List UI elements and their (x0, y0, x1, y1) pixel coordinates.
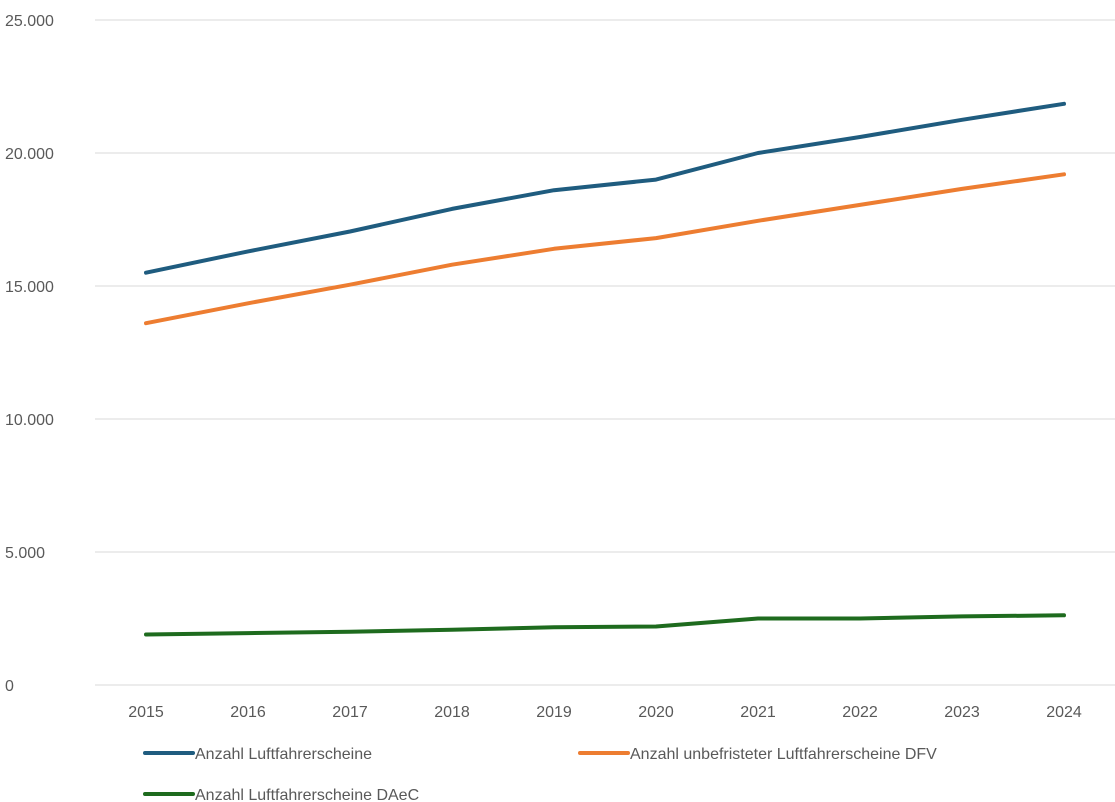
y-axis-tick-labels: 0 5.000 10.000 15.000 20.000 25.000 (5, 13, 54, 695)
y-tick-label: 5.000 (5, 545, 45, 562)
y-tick-label: 20.000 (5, 146, 54, 163)
x-tick-label: 2024 (1046, 704, 1082, 721)
x-tick-label: 2016 (230, 704, 266, 721)
x-tick-label: 2019 (536, 704, 572, 721)
x-axis-tick-labels: 2015 2016 2017 2018 2019 2020 2021 2022 2023 2024 (128, 704, 1082, 721)
x-tick-label: 2015 (128, 704, 164, 721)
y-tick-label: 15.000 (5, 279, 54, 296)
y-tick-label: 25.000 (5, 13, 54, 30)
series-line-1 (144, 101, 1066, 275)
gridlines (95, 19, 1115, 553)
x-tick-label: 2020 (638, 704, 674, 721)
series-line-2 (144, 172, 1066, 326)
y-tick-label: 0 (5, 678, 14, 695)
x-tick-label: 2021 (740, 704, 776, 721)
x-tick-label: 2017 (332, 704, 368, 721)
legend-label: Anzahl Luftfahrerscheine (195, 746, 372, 763)
legend: Anzahl Luftfahrerscheine Anzahl unbefrist… (143, 746, 937, 802)
series-line-3 (144, 613, 1066, 637)
x-tick-label: 2022 (842, 704, 878, 721)
legend-label: Anzahl unbefristeter Luftfahrerscheine D… (630, 746, 937, 763)
series-lines (144, 101, 1066, 637)
legend-label: Anzahl Luftfahrerscheine DAeC (195, 787, 419, 802)
x-tick-label: 2018 (434, 704, 470, 721)
x-tick-label: 2023 (944, 704, 980, 721)
y-tick-label: 10.000 (5, 412, 54, 429)
